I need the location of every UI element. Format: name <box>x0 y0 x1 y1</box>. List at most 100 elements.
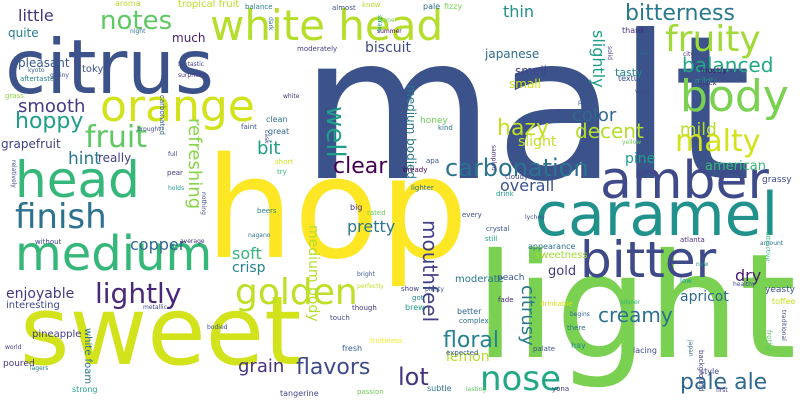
word-head: head <box>15 151 140 209</box>
word-amber: amber <box>600 151 769 211</box>
word-citrusy: citrusy <box>517 285 538 346</box>
word-japan: japan <box>687 340 694 357</box>
word-night: night <box>130 28 146 35</box>
word-fruit: fruit <box>85 120 148 155</box>
word-attractive: attractive <box>764 232 771 262</box>
word-healthy: healthy <box>733 281 756 288</box>
word-fantastic: fantastic <box>178 61 205 68</box>
word-traditional: traditional <box>780 310 787 341</box>
word-style: style <box>700 367 720 376</box>
word-gold: gold <box>548 264 577 279</box>
word-thin: thin <box>503 2 534 21</box>
word-strong: strong <box>72 385 98 394</box>
word-background: background <box>697 350 705 392</box>
word-almost: almost <box>332 4 356 12</box>
word-show: show <box>401 285 420 293</box>
word-low: low <box>680 277 692 285</box>
word-city: city <box>683 51 694 58</box>
word-pale: pale <box>423 2 441 11</box>
word-sampled: sampled <box>490 145 497 171</box>
word-slight: slight <box>518 134 557 150</box>
word-know: know <box>362 1 381 9</box>
word-thank: thank <box>622 26 645 35</box>
word-floral: floral <box>443 328 499 353</box>
word-citrus: citrus <box>5 23 214 111</box>
word-subtle: subtle <box>427 384 452 393</box>
word-palate: palate <box>533 345 556 353</box>
word-color: color <box>572 105 617 126</box>
word-mild: mild <box>680 120 717 140</box>
word-aftertaste: aftertaste <box>20 75 55 83</box>
word-aroma: aroma <box>115 0 141 8</box>
word-medium-body: medium body <box>305 225 321 322</box>
word-creamy: creamy <box>598 303 673 327</box>
word-pilsner: pilsner <box>620 299 641 306</box>
word-mostly: mostly <box>700 66 727 75</box>
word-yellow: yellow <box>622 139 642 146</box>
word-nagano: nagano <box>248 232 271 239</box>
word-lighter: lighter <box>411 184 434 192</box>
word-metallic: metallic <box>143 304 167 311</box>
word-japanese: japanese <box>485 47 540 61</box>
word-drink: drink <box>496 190 514 198</box>
word-there: there <box>567 324 586 332</box>
word-pine: pine <box>625 151 656 167</box>
word-apa: apa <box>426 157 440 165</box>
word-notes: notes <box>100 6 173 36</box>
word-kind: kind <box>438 124 453 132</box>
word-toffee: toffee <box>772 297 796 306</box>
word-poured: poured <box>3 359 35 369</box>
word-biscuit: biscuit <box>365 40 412 56</box>
word-orange: orange <box>100 81 255 132</box>
word-hoppy: hoppy <box>15 109 84 134</box>
word-finish: finish <box>15 197 107 237</box>
word-smell: smell <box>515 64 547 78</box>
word-plenty: plenty <box>425 286 444 293</box>
word-bright: bright <box>357 271 375 278</box>
word-quite: quite <box>8 26 39 40</box>
word-cloudy: cloudy <box>505 173 529 181</box>
word-way: way <box>635 88 648 95</box>
word-begins: begins <box>570 311 590 318</box>
word-copper: copper <box>130 235 186 254</box>
word-soft: soft <box>232 244 262 263</box>
word-lemon: lemon <box>446 349 490 365</box>
word-bodied: bodied <box>207 324 228 331</box>
word-fizzy: fizzy <box>444 2 463 11</box>
word-without: without <box>35 238 62 246</box>
word-drinkable: drinkable <box>540 300 573 308</box>
word-complex: complex <box>459 317 489 325</box>
word-bitter: bitter <box>580 231 717 289</box>
word-got: got <box>412 294 424 302</box>
word-fresh: fresh <box>342 344 363 353</box>
word-full: full <box>168 151 178 158</box>
word-world: world <box>5 344 22 351</box>
word-mouthfeel: mouthfeel <box>418 220 442 323</box>
word-american: american <box>705 159 766 174</box>
word-fade: fade <box>498 296 514 304</box>
word-hazy: hazy <box>497 116 549 141</box>
word-brought: brought <box>137 126 161 133</box>
word-back: back <box>700 79 717 87</box>
word-yona: yona <box>552 385 570 393</box>
word-fruitiness: fruitiness <box>370 337 403 345</box>
word-grainy: grainy <box>50 72 69 79</box>
word-grassy: grassy <box>762 175 792 185</box>
word-really: really <box>98 151 132 165</box>
word-bitterness: bitterness <box>625 1 735 26</box>
word-tokyo: tokyo <box>82 64 110 75</box>
word-solid: solid <box>606 46 613 60</box>
word-malt: malt <box>300 0 752 226</box>
word-hay: hay <box>571 341 586 350</box>
word-relatively: relatively <box>10 160 17 188</box>
word-great: great <box>268 127 290 136</box>
word-sweet: sweet <box>20 277 302 387</box>
word-caramel: caramel <box>535 180 779 250</box>
word-balance: balance <box>245 3 273 11</box>
word-crisp: crisp <box>232 260 266 276</box>
word-touch: touch <box>330 314 350 322</box>
word-pretty: pretty <box>347 217 396 236</box>
word-moderate: moderate <box>455 274 504 285</box>
word-medium-bodied: medium bodied <box>404 85 418 180</box>
